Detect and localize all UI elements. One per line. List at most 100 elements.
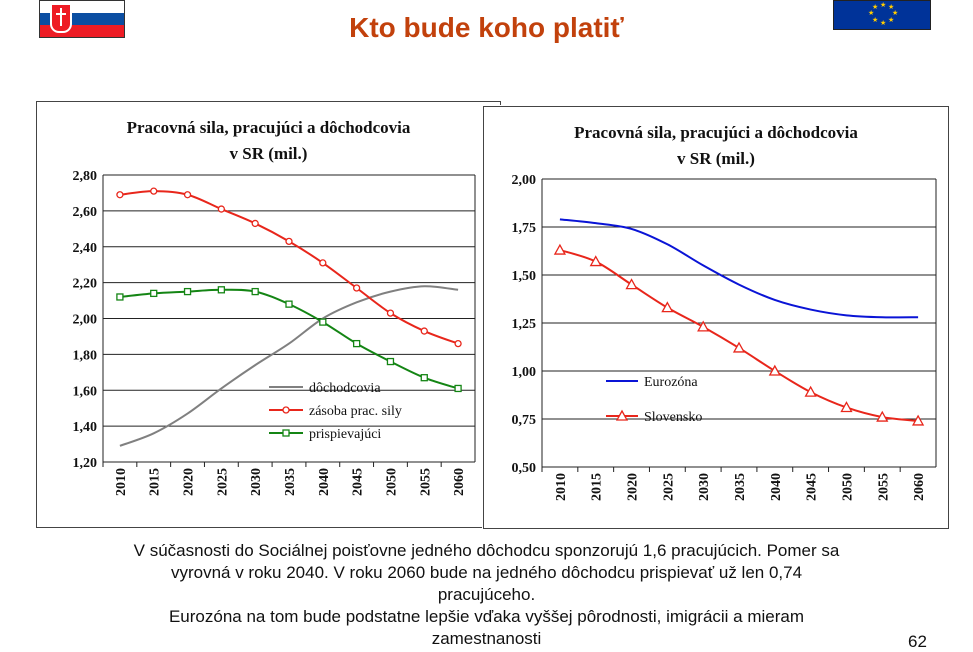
data-point (319, 259, 327, 267)
y-tick-label: 1,60 (73, 384, 98, 399)
x-tick-label: 2015 (148, 468, 163, 496)
data-point (386, 357, 395, 366)
data-point (386, 309, 395, 317)
data-point (285, 300, 293, 308)
slovakia-flag (39, 0, 125, 38)
y-tick-label: 1,20 (73, 456, 98, 471)
data-point (876, 410, 889, 422)
x-tick-label: 2035 (733, 473, 748, 501)
x-tick-label: 2010 (554, 473, 569, 501)
y-tick-label: 1,80 (73, 348, 98, 363)
x-tick-label: 2040 (769, 473, 784, 501)
data-point (319, 318, 327, 326)
data-point (420, 374, 428, 382)
svg-text:★: ★ (880, 1, 886, 9)
x-tick-label: 2035 (283, 468, 298, 496)
x-tick-label: 2020 (626, 473, 641, 501)
y-tick-label: 1,50 (512, 269, 537, 284)
data-point (352, 284, 361, 292)
x-tick-label: 2050 (384, 468, 399, 496)
data-point (150, 187, 158, 195)
data-point (768, 364, 781, 376)
data-point (116, 293, 124, 301)
svg-text:★: ★ (872, 3, 878, 11)
caption: V súčasnosti do Sociálnej poisťovne jedn… (20, 540, 953, 650)
y-tick-label: 2,60 (73, 205, 98, 220)
data-point (352, 339, 361, 348)
data-point (661, 301, 674, 313)
x-tick-label: 2010 (114, 468, 129, 496)
chart-title: Pracovná sila, pracujúci a dôchodcovia (126, 118, 411, 137)
chart-panel-left: Pracovná sila, pracujúci a dôchodcovia v… (36, 101, 501, 528)
x-tick-label: 2025 (661, 473, 676, 501)
eu-flag: ★ ★ ★ ★ ★ ★ ★ ★ (833, 0, 931, 30)
data-point (911, 414, 925, 426)
caption-line: pracujúceho. (437, 585, 536, 604)
chart-subtitle: v SR (mil.) (677, 149, 755, 168)
data-point (217, 286, 226, 294)
caption-line: vyrovná v roku 2040. V roku 2060 bude na… (170, 563, 803, 582)
data-point (251, 287, 259, 296)
svg-text:★: ★ (880, 19, 886, 27)
data-point (150, 289, 158, 298)
svg-text:★: ★ (872, 16, 878, 24)
chart-left-svg: 1,20 1,40 1,60 1,80 2,00 2,20 2,40 2,60 2,80 2010… (73, 169, 476, 496)
x-tick-label: 2060 (452, 468, 467, 496)
y-tick-label: 2,20 (73, 277, 98, 292)
x-tick-label: 2015 (590, 473, 605, 501)
x-tick-label: 2030 (249, 468, 264, 496)
y-tick-label: 1,40 (73, 420, 98, 435)
data-point (116, 191, 124, 199)
y-tick-label: 1,75 (512, 221, 537, 236)
data-point (282, 429, 290, 437)
x-tick-label: 2040 (317, 468, 332, 496)
y-tick-label: 2,00 (512, 173, 537, 188)
x-tick-label: 2020 (182, 468, 197, 496)
chart-title: Pracovná sila, pracujúci a dôchodcovia (574, 123, 858, 142)
data-point (804, 385, 817, 397)
data-point (285, 237, 293, 246)
legend-label: dôchodcovia (309, 381, 381, 396)
data-point (840, 401, 853, 413)
data-point (697, 320, 710, 332)
chart-subtitle: v SR (mil.) (229, 144, 308, 163)
series-line (119, 285, 459, 447)
y-tick-label: 1,25 (512, 317, 537, 332)
series-line (559, 249, 919, 422)
chart-right-svg: 0,50 0,75 1,00 1,25 1,50 1,75 2,00 2010 2015 2020… (512, 173, 937, 501)
x-tick-label: 2055 (418, 468, 433, 496)
x-tick-label: 2045 (805, 473, 820, 501)
x-tick-label: 2060 (912, 473, 927, 501)
data-point (217, 205, 226, 213)
data-point (420, 327, 428, 335)
series-line (559, 218, 919, 319)
x-tick-label: 2025 (215, 468, 230, 496)
data-point (625, 278, 638, 290)
x-tick-label: 2050 (840, 473, 855, 501)
legend-label: prispievajúci (309, 427, 381, 442)
x-tick-label: 2055 (876, 473, 891, 501)
y-tick-label: 2,80 (73, 169, 98, 184)
data-point (589, 255, 602, 267)
data-point (454, 384, 462, 393)
series-line (119, 190, 459, 345)
y-tick-label: 2,40 (73, 241, 98, 256)
chart-panel-right: Pracovná sila, pracujúci a dôchodcovia v… (483, 106, 949, 529)
legend-label: Eurozóna (644, 375, 698, 390)
caption-line: Eurozóna na tom bude podstatne lepšie vď… (168, 607, 805, 626)
caption-line: zamestnanosti (431, 629, 542, 648)
legend-label: zásoba prac. sily (309, 404, 402, 419)
x-tick-label: 2030 (697, 473, 712, 501)
data-point (251, 219, 259, 228)
data-point (732, 341, 746, 353)
data-point (454, 339, 462, 348)
caption-line: V súčasnosti do Sociálnej poisťovne jedn… (133, 541, 840, 560)
svg-text:★: ★ (888, 3, 894, 11)
x-tick-label: 2045 (351, 468, 366, 496)
data-point (615, 409, 629, 421)
svg-text:★: ★ (892, 9, 898, 17)
data-point (183, 191, 192, 199)
data-point (183, 287, 192, 296)
svg-text:★: ★ (888, 16, 894, 24)
svg-text:★: ★ (868, 9, 874, 17)
